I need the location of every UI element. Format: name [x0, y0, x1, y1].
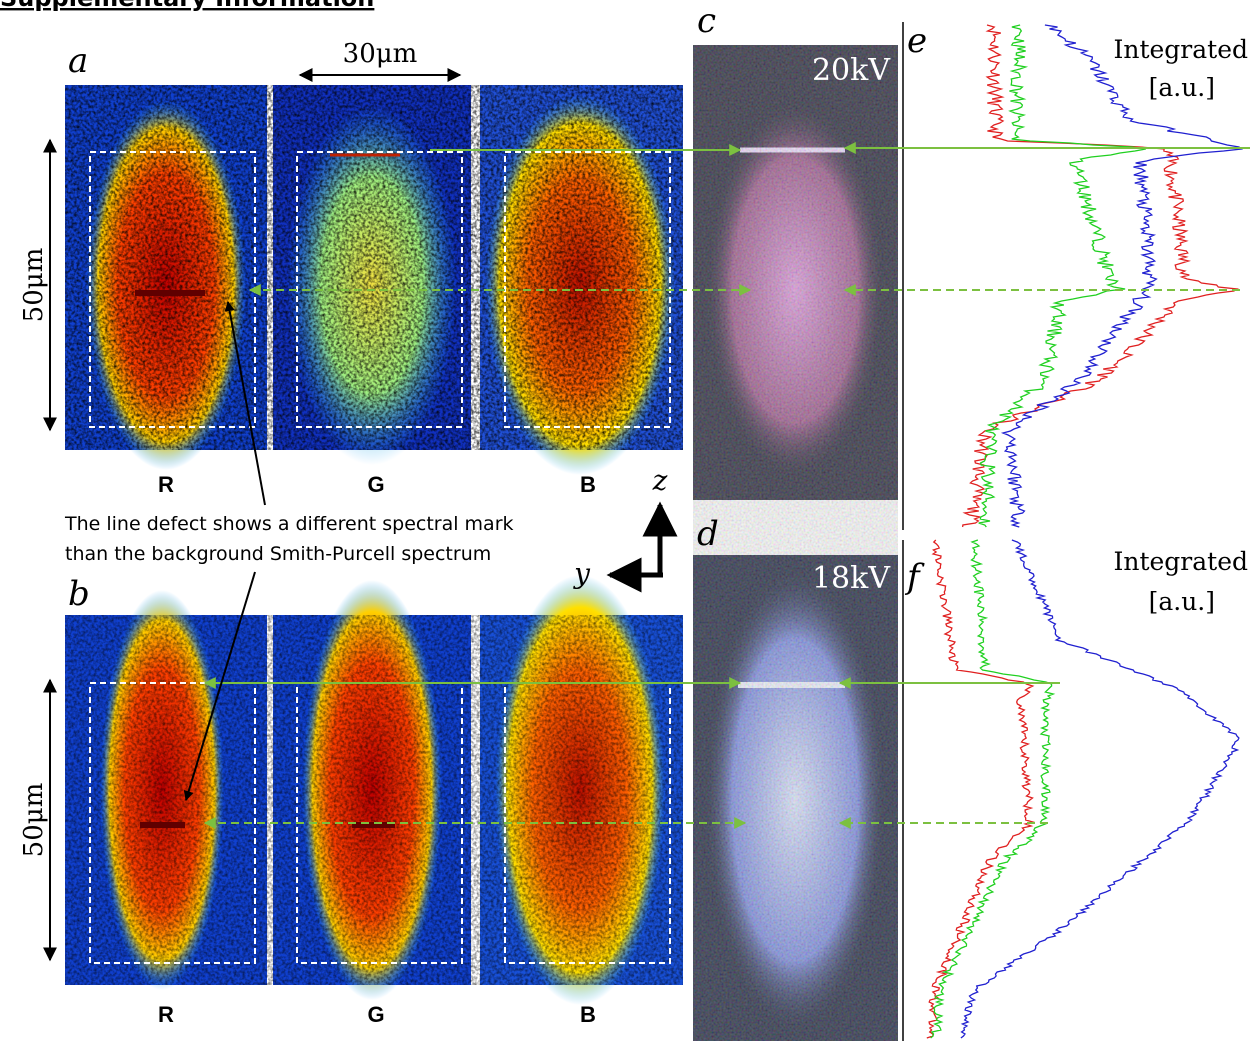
channel-label: R: [158, 472, 174, 497]
profile-curve: [926, 539, 1036, 1039]
panel-label: e: [907, 21, 927, 61]
legend-text: Integrated: [1113, 547, 1248, 576]
panel-label: f: [904, 557, 925, 597]
profile-curve: [978, 24, 1146, 528]
panel-cd-images: [693, 45, 898, 1041]
panel-b-images: [65, 575, 683, 1005]
panel-label: a: [68, 41, 88, 81]
legend-text: [a.u.]: [1149, 73, 1215, 102]
axis-label: y: [572, 557, 591, 590]
scale-bars: [43, 68, 462, 962]
legend-text: Integrated: [1113, 35, 1248, 64]
channel-label: B: [580, 1002, 596, 1027]
channel-label: R: [158, 1002, 174, 1027]
scale-label: 30μm: [343, 39, 418, 69]
profile-curve: [960, 539, 1240, 1039]
profile-curves: [926, 24, 1243, 1039]
guide-arrows: [203, 142, 1250, 829]
header-title: Supplementary Information: [0, 0, 374, 12]
profile-curve: [1000, 24, 1243, 528]
panel-label: c: [697, 1, 716, 41]
axis-label: z: [652, 464, 668, 497]
scale-label: 50μm: [19, 248, 49, 323]
channel-label: G: [367, 1002, 384, 1027]
axis-arrows: [606, 501, 678, 593]
panel-label: b: [68, 574, 90, 614]
panel-label: d: [697, 514, 719, 554]
voltage-label: 18kV: [812, 561, 891, 596]
panel-a-images: [65, 85, 683, 475]
profile-curve: [930, 539, 1056, 1039]
annotation: than the background Smith-Purcell spectr…: [65, 543, 491, 565]
voltage-label: 20kV: [812, 53, 891, 88]
channel-label: B: [580, 472, 596, 497]
legend-text: [a.u.]: [1149, 587, 1215, 616]
scale-label: 50μm: [19, 783, 49, 858]
profile-curve: [961, 24, 1239, 528]
channel-label: G: [367, 472, 384, 497]
annotation: The line defect shows a different spectr…: [64, 513, 514, 535]
